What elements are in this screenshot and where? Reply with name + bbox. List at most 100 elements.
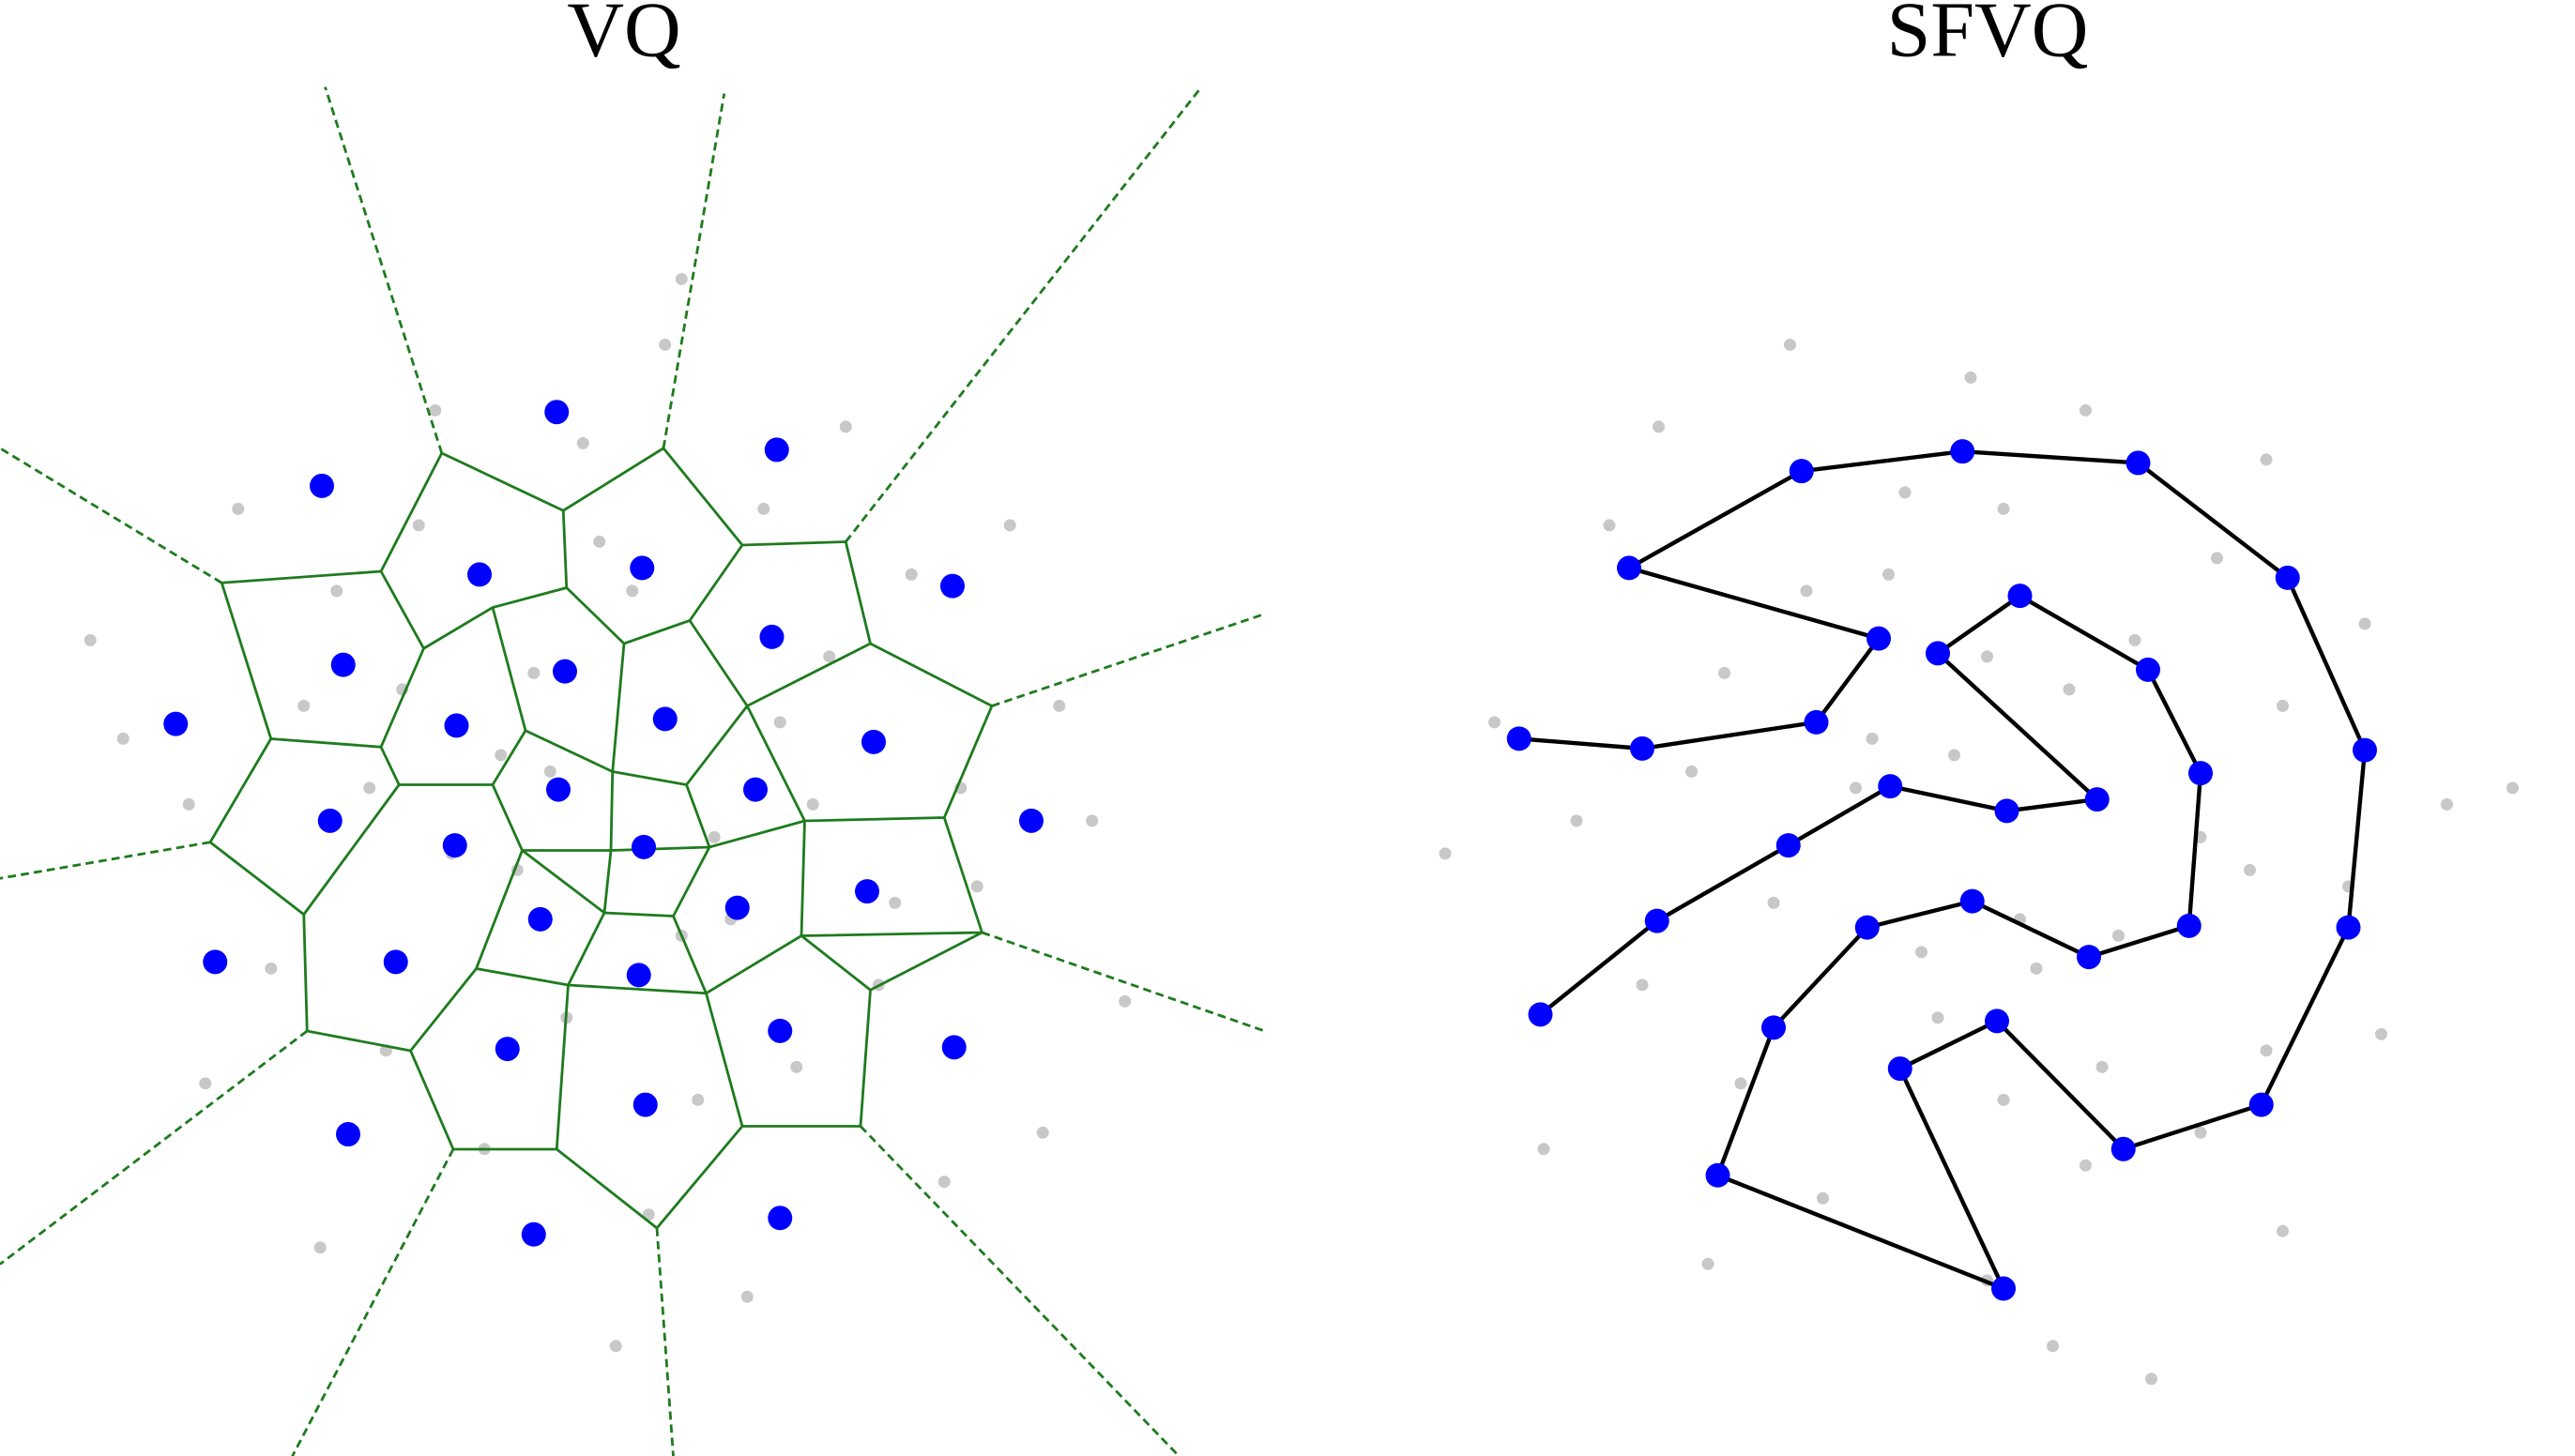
data-point (313, 1241, 327, 1254)
data-point (773, 716, 786, 729)
codebook-point (1705, 1162, 1730, 1188)
data-point (363, 781, 376, 795)
data-point (1718, 666, 1730, 679)
codebook-point (1991, 1276, 2016, 1301)
data-point (675, 272, 688, 285)
data-point (1570, 814, 1583, 827)
codebook-point (759, 624, 785, 649)
data-point (1964, 371, 1977, 384)
data-point (1119, 994, 1132, 1008)
data-point (609, 1340, 622, 1353)
data-point (1915, 946, 1927, 959)
codebook-point (764, 437, 789, 463)
data-point (593, 535, 606, 548)
codebook-point (1528, 1002, 1553, 1027)
codebook-point (2136, 657, 2160, 682)
data-point (412, 519, 425, 532)
codebook-point (2248, 1092, 2274, 1117)
data-point (823, 650, 836, 663)
data-point (1997, 502, 2010, 515)
codebook-point (527, 906, 553, 932)
data-point (2375, 1027, 2387, 1040)
data-point (1636, 978, 1649, 992)
data-point (2080, 1159, 2092, 1172)
codebook-point (330, 652, 356, 677)
data-point (970, 880, 983, 893)
data-point (2063, 683, 2076, 696)
codebook-point (652, 706, 678, 732)
data-point (2095, 1060, 2109, 1073)
codebook-point (317, 808, 343, 833)
data-point (790, 1060, 803, 1073)
data-point (2112, 929, 2125, 942)
codebook-point (630, 555, 655, 581)
codebook-point (203, 949, 228, 975)
codebook-point (861, 729, 886, 754)
data-point (740, 1290, 754, 1303)
codebook-point (2188, 761, 2213, 786)
data-point (84, 633, 97, 646)
data-point (1036, 1126, 1049, 1139)
data-point (806, 797, 819, 811)
codebook-point (467, 562, 492, 587)
data-point (1537, 1143, 1550, 1156)
codebook-point (941, 1035, 967, 1060)
codebook-point (1887, 1056, 1912, 1082)
codebook-point (1854, 915, 1880, 940)
data-point (1767, 896, 1780, 909)
data-point (2441, 797, 2453, 811)
data-point (2260, 1044, 2273, 1057)
data-point (2244, 863, 2256, 876)
data-point (2145, 1373, 2157, 1386)
codebook-point (632, 834, 656, 859)
codebook-point (768, 1206, 793, 1231)
codebook-point (383, 949, 408, 975)
codebook-point (2336, 915, 2361, 940)
data-point (905, 568, 918, 581)
codebook-point (1644, 908, 1669, 933)
codebook-point (442, 833, 467, 858)
codebook-point (1789, 459, 1814, 484)
codebook-point (310, 473, 334, 498)
data-point (1653, 420, 1665, 433)
data-point (330, 584, 343, 598)
data-point (1882, 568, 1895, 581)
data-point (1931, 1011, 1944, 1024)
data-point (2194, 1126, 2207, 1139)
codebook-point (2126, 450, 2151, 476)
data-point (232, 502, 245, 515)
codebook-point (940, 573, 965, 599)
data-point (2277, 699, 2289, 712)
codebook-point (1994, 798, 2019, 824)
codebook-point (2110, 1136, 2136, 1161)
data-point (297, 699, 311, 712)
codebook-point (2275, 565, 2300, 590)
codebook-point (495, 1037, 520, 1062)
data-point (576, 436, 589, 449)
data-point (757, 502, 770, 515)
data-point (1086, 814, 1099, 827)
codebook-point (2084, 787, 2110, 812)
data-point (1488, 716, 1501, 729)
codebook-point (1866, 626, 1891, 651)
codebook-point (1804, 709, 1829, 735)
data-point (659, 338, 672, 351)
data-point (543, 765, 556, 778)
data-point (2260, 453, 2273, 466)
codebook-point (743, 777, 768, 802)
data-point (1784, 338, 1796, 351)
voronoi-rays (0, 86, 1265, 1456)
data-point (1850, 781, 1862, 795)
codebook-point (553, 659, 577, 684)
data-point (1603, 519, 1616, 532)
voronoi-edges (0, 86, 1265, 1456)
codebook-point (521, 1221, 546, 1247)
data-point (1734, 1077, 1747, 1090)
data-point (116, 732, 130, 745)
data-point (1685, 765, 1698, 778)
data-point (1701, 1257, 1714, 1270)
data-point (182, 797, 195, 811)
data-point (708, 830, 721, 843)
data-point (1948, 749, 1960, 762)
